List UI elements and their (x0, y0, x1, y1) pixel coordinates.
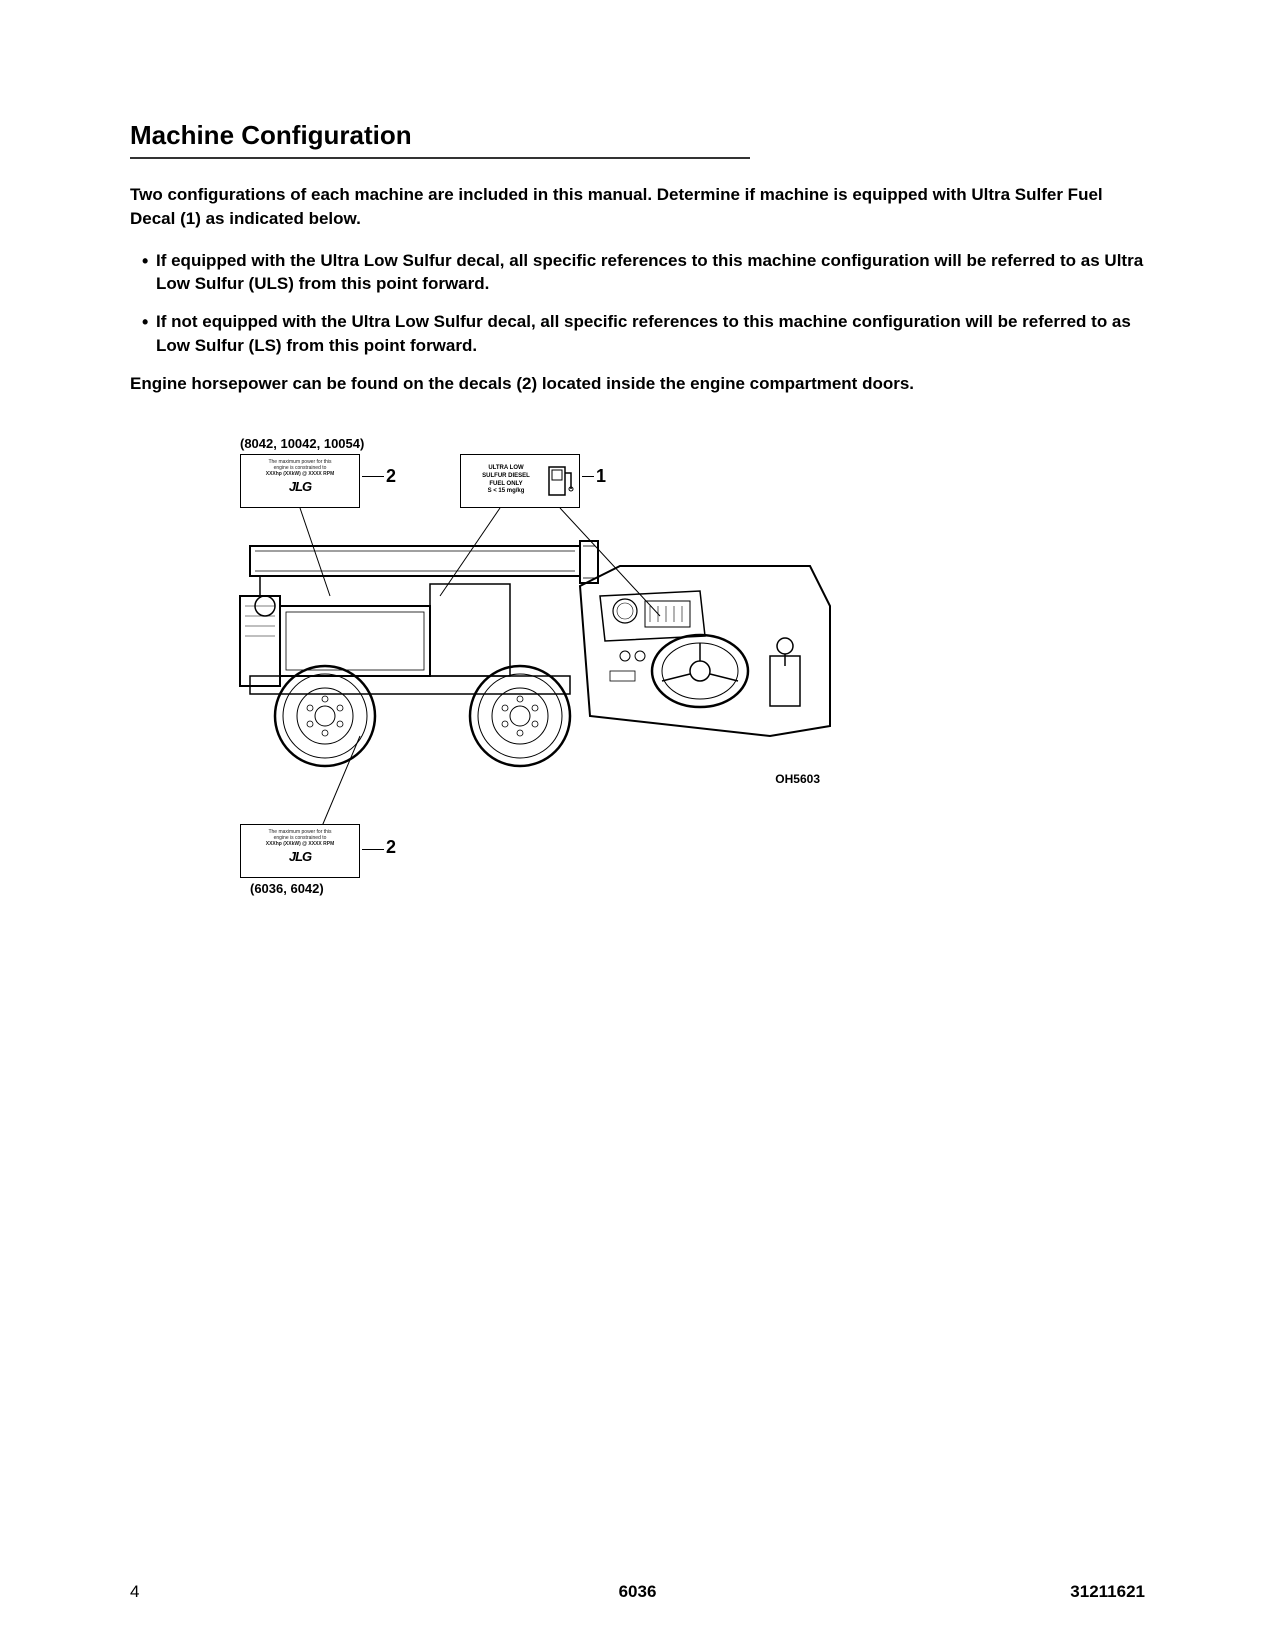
callout-line (582, 476, 594, 477)
intro-paragraph: Two configurations of each machine are i… (130, 183, 1145, 231)
callout-line (362, 849, 384, 850)
callout-1: 1 (596, 466, 606, 487)
section-title: Machine Configuration (130, 120, 750, 159)
decal-text: SULFUR DIESEL (465, 473, 547, 481)
decal-text: XXXhp (XXkW) @ XXXX RPM (245, 471, 355, 477)
callout-line (362, 476, 384, 477)
decal-uls: ULTRA LOW SULFUR DIESEL FUEL ONLY S < 15… (460, 454, 580, 508)
callout-2-top: 2 (386, 466, 396, 487)
jlg-logo: JLG (245, 849, 355, 864)
bullet-uls: If equipped with the Ultra Low Sulfur de… (130, 249, 1145, 297)
jlg-logo: JLG (245, 479, 355, 494)
engine-note: Engine horsepower can be found on the de… (130, 372, 1145, 396)
decal-hp-top: The maximum power for this engine is con… (240, 454, 360, 508)
page-footer: 4 6036 31211621 (130, 1582, 1145, 1602)
footer-docnum: 31211621 (1070, 1582, 1145, 1602)
fuel-pump-icon (547, 463, 575, 499)
callout-2-bottom: 2 (386, 837, 396, 858)
decal-text: XXXhp (XXkW) @ XXXX RPM (245, 841, 355, 847)
cab-illustration (570, 556, 840, 746)
model-label-top: (8042, 10042, 10054) (240, 436, 364, 451)
decal-text: S < 15 mg/kg (465, 488, 547, 496)
diagram-area: (8042, 10042, 10054) The maximum power f… (180, 436, 1000, 896)
footer-model: 6036 (619, 1582, 657, 1602)
decal-text: FUEL ONLY (465, 481, 547, 489)
decal-hp-bottom: The maximum power for this engine is con… (240, 824, 360, 878)
model-label-bottom: (6036, 6042) (250, 881, 324, 896)
bullet-ls: If not equipped with the Ultra Low Sulfu… (130, 310, 1145, 358)
diagram-code: OH5603 (775, 772, 820, 786)
decal-text: ULTRA LOW (465, 465, 547, 473)
page-number: 4 (130, 1582, 139, 1602)
